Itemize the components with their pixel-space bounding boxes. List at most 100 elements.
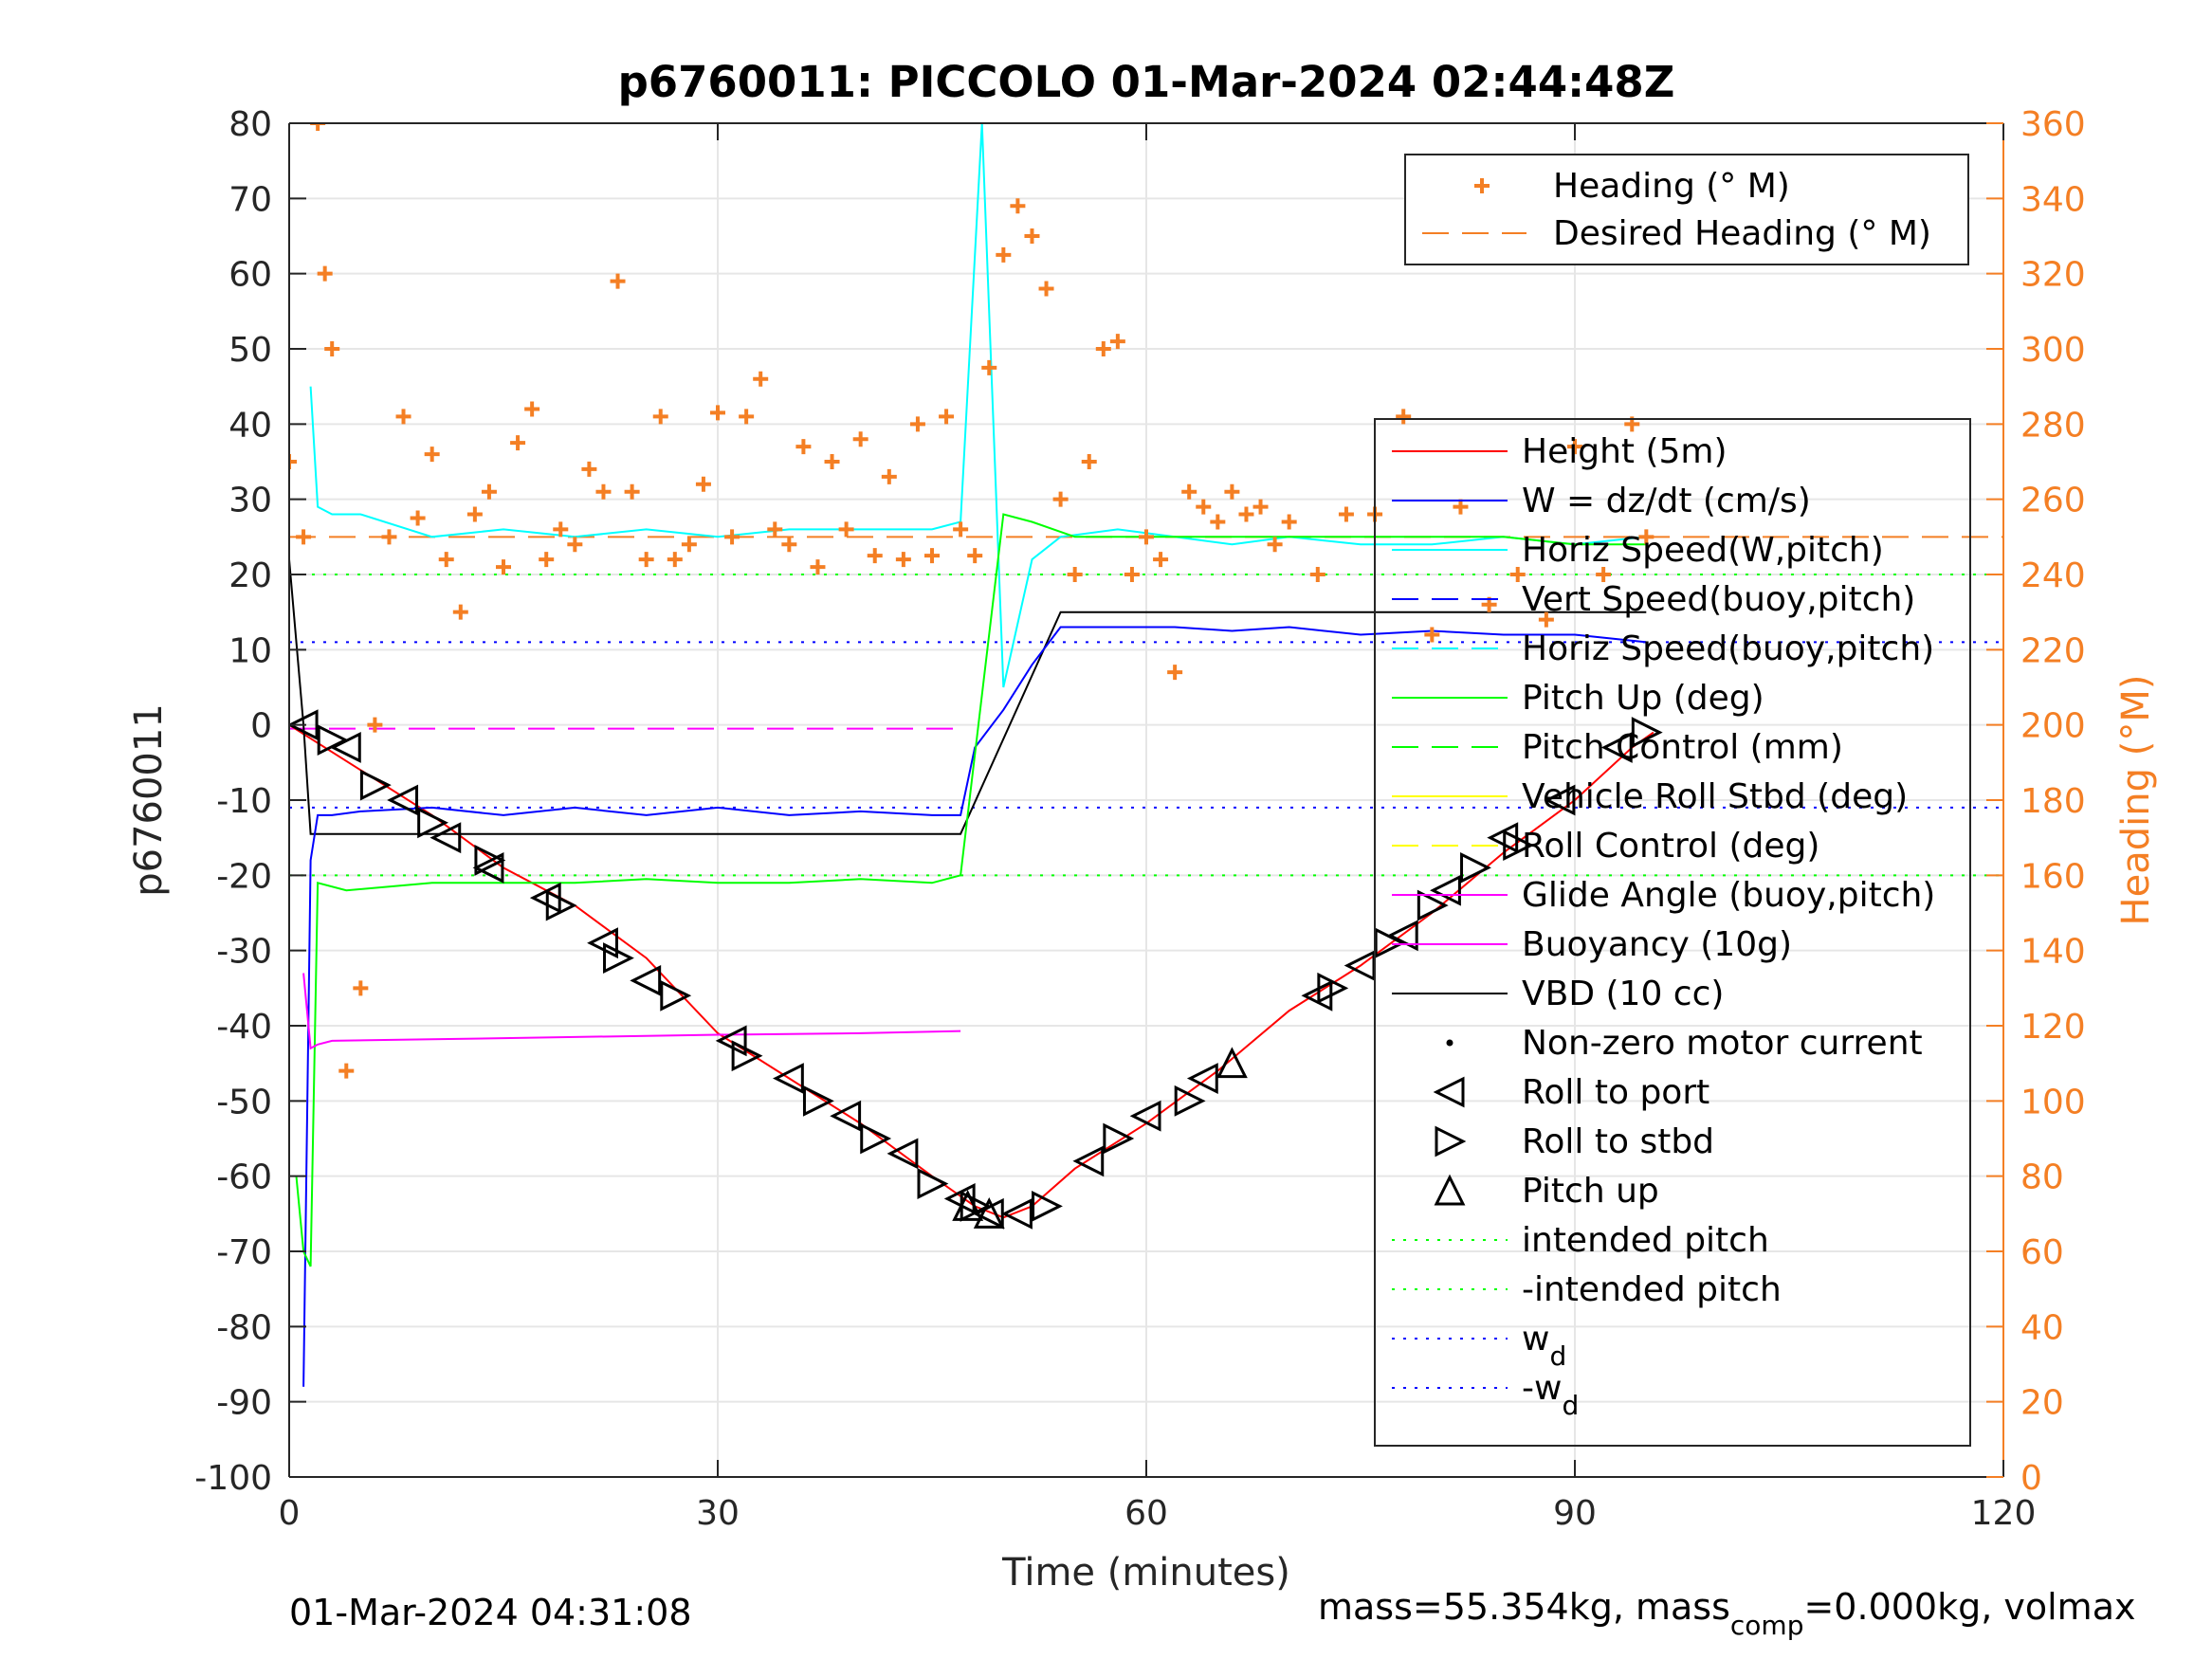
heading-point <box>710 405 725 421</box>
x-tick-label: 60 <box>1124 1494 1168 1533</box>
heading-point <box>1281 514 1297 530</box>
heading-point <box>452 604 468 620</box>
roll-to-stbd-marker <box>603 942 634 975</box>
heading-point <box>581 461 597 477</box>
roll-to-port-marker <box>472 851 504 884</box>
heading-point <box>1396 409 1412 425</box>
heading-point <box>1067 567 1083 582</box>
heading-point <box>981 359 997 375</box>
legend-label-main: w <box>1522 1320 1549 1358</box>
roll-to-stbd-marker <box>317 724 349 756</box>
y2-tick-label: 240 <box>2020 556 2086 595</box>
heading-point <box>1596 567 1612 582</box>
legend-swatch <box>1435 1125 1467 1158</box>
roll-to-port-marker <box>1001 1197 1033 1230</box>
heading-point <box>567 537 583 553</box>
legend-label-sub: d <box>1549 1340 1566 1372</box>
heading-point <box>795 439 812 455</box>
pitch-up-marker <box>973 1196 1005 1229</box>
heading-point <box>289 454 297 469</box>
y-tick-label: 80 <box>229 105 272 144</box>
legend-swatch <box>1433 1076 1465 1108</box>
heading-point <box>1095 341 1111 356</box>
heading-point <box>767 521 783 538</box>
heading-point <box>466 506 483 522</box>
roll-to-stbd-marker <box>474 845 506 876</box>
series-pitch <box>295 513 1647 1267</box>
heading-point <box>838 521 854 538</box>
heading-point <box>496 559 511 575</box>
roll-to-stbd-marker <box>359 769 392 801</box>
heading-point <box>1210 514 1226 530</box>
legend-label: Buoyancy (10g) <box>1522 925 1792 964</box>
heading-point <box>753 371 769 387</box>
heading-point <box>381 529 397 545</box>
heading-point <box>1038 281 1054 297</box>
legend-heading-label: Desired Heading (° M) <box>1553 214 1931 253</box>
x-tick-label: 120 <box>1971 1494 2037 1533</box>
footer-mass-tail: =0.000kg, volmax <box>1803 1586 2135 1628</box>
marker-layer <box>289 709 1663 1230</box>
legend-label: -wd <box>1522 1369 1579 1421</box>
roll-to-stbd-marker <box>731 1040 763 1072</box>
y2-tick-label: 40 <box>2020 1308 2064 1347</box>
legend-label: Pitch Control (mm) <box>1522 728 1843 767</box>
roll-to-stbd-marker <box>417 807 449 839</box>
footer-mass-sub: comp <box>1730 1610 1804 1641</box>
x-tick-label: 90 <box>1553 1494 1597 1533</box>
legend-label: Pitch up <box>1522 1172 1659 1211</box>
heading-point <box>1153 552 1169 568</box>
legend-label: wd <box>1522 1320 1566 1372</box>
roll-to-stbd-marker <box>917 1168 949 1200</box>
y-tick-label: 30 <box>229 482 272 520</box>
heading-point <box>296 529 312 545</box>
heading-point <box>610 273 626 289</box>
heading-point <box>510 435 526 451</box>
heading-point <box>724 529 740 545</box>
legend-heading-swatch <box>1474 178 1490 193</box>
heading-point <box>524 401 540 417</box>
y2-axis-label: Heading (°M) <box>2114 675 2158 926</box>
footer-mass: mass=55.354kg, masscomp=0.000kg, volmax <box>1318 1586 2135 1641</box>
y-tick-label: 20 <box>229 556 272 595</box>
roll-to-stbd-marker <box>802 1085 834 1117</box>
legend-label: Vehicle Roll Stbd (deg) <box>1522 777 1908 816</box>
heading-point <box>638 552 654 568</box>
legend-label: Roll to stbd <box>1522 1122 1714 1161</box>
heading-point <box>338 1063 355 1079</box>
heading-point <box>481 483 497 500</box>
y-tick-label: 70 <box>229 180 272 219</box>
pitch-up-marker <box>1216 1047 1248 1079</box>
y2-tick-label: 160 <box>2020 857 2086 896</box>
roll-to-stbd-marker <box>660 979 692 1012</box>
roll-to-stbd-marker <box>860 1122 892 1155</box>
roll-to-stbd-marker <box>1174 1085 1206 1117</box>
roll-to-stbd-marker <box>1503 830 1535 862</box>
y2-tick-label: 180 <box>2020 782 2086 821</box>
heading-point <box>410 510 426 526</box>
heading-point <box>1267 537 1283 553</box>
roll-to-stbd-marker <box>1631 717 1663 749</box>
heading-point <box>939 409 955 425</box>
heading-point <box>909 416 925 432</box>
roll-to-port-marker <box>830 1100 862 1132</box>
roll-to-port-marker <box>630 964 662 996</box>
y-tick-label: 10 <box>229 631 272 670</box>
heading-point <box>1124 567 1140 582</box>
heading-point <box>310 123 326 131</box>
y2-tick-label: 360 <box>2020 105 2086 144</box>
roll-to-stbd-marker <box>1460 851 1491 884</box>
heading-point <box>553 521 569 538</box>
heading-point <box>1424 627 1440 643</box>
y-tick-label: 0 <box>250 707 272 746</box>
legend-swatch <box>1446 1039 1453 1047</box>
roll-to-stbd-marker <box>1317 972 1349 1004</box>
legend-label: Horiz Speed(buoy,pitch) <box>1522 629 1934 668</box>
heading-point <box>824 454 840 469</box>
legend-label: VBD (10 cc) <box>1522 975 1724 1013</box>
heading-point <box>996 246 1012 263</box>
y2-tick-label: 320 <box>2020 256 2086 295</box>
heading-point <box>438 552 454 568</box>
legend-swatch <box>1434 1174 1466 1206</box>
legend-label: Roll to port <box>1522 1073 1709 1112</box>
